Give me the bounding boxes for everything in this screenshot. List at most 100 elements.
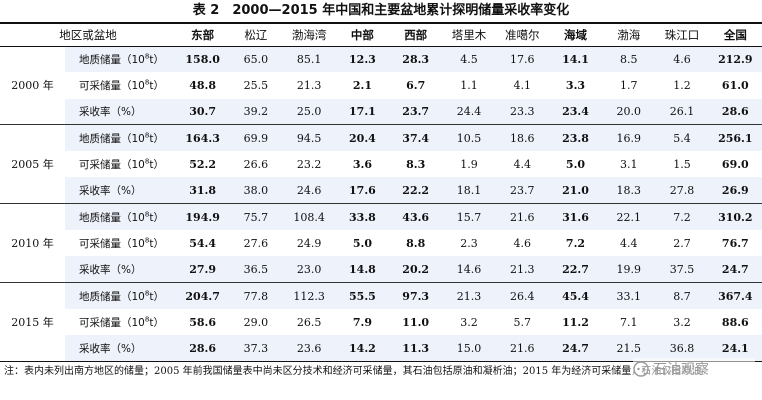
table-cell: 256.1 bbox=[708, 124, 762, 152]
year-label: 2015 年 bbox=[0, 282, 65, 363]
table-cell: 94.5 bbox=[282, 124, 336, 152]
table-cell: 27.6 bbox=[243, 236, 269, 250]
table-cell: 7.2 bbox=[565, 236, 586, 250]
table-cell: 31.8 bbox=[176, 177, 230, 205]
table-cell: 48.8 bbox=[189, 78, 217, 92]
table-cell: 43.6 bbox=[389, 203, 443, 231]
table-cell: 4.6 bbox=[513, 236, 531, 250]
table-cell: 21.3 bbox=[296, 78, 322, 92]
table-cell: 24.4 bbox=[442, 98, 496, 126]
metric-text: 地质储量（10 bbox=[79, 211, 145, 224]
table-cell: 2.1 bbox=[352, 78, 372, 92]
table-row: 2000 年地质储量（108t） 158.0 65.0 85.1 12.3 28.3 4.5… bbox=[0, 46, 762, 126]
table-cell: 23.0 bbox=[282, 256, 336, 284]
table-cell: 1.5 bbox=[673, 157, 691, 171]
header-national: 全国 bbox=[708, 22, 762, 47]
table-cell: 17.6 bbox=[495, 46, 549, 73]
recoverable-reserves-label: 可采储量（108t） bbox=[65, 309, 176, 335]
table-cell: 4.5 bbox=[442, 46, 496, 73]
table-cell: 65.0 bbox=[229, 46, 283, 73]
table-cell: 5.0 bbox=[352, 236, 372, 250]
year-label: 2000 年 bbox=[0, 46, 65, 126]
table-cell: 14.1 bbox=[548, 46, 603, 73]
table-cell: 1.2 bbox=[673, 78, 691, 92]
table-cell: 4.6 bbox=[655, 46, 709, 73]
table-cell: 11.0 bbox=[402, 315, 430, 329]
table-row: 采收率（%） 31.8 38.0 24.6 17.6 22.2 18.1 23.7 21.0 18… bbox=[0, 177, 762, 205]
table-cell: 77.8 bbox=[229, 282, 283, 309]
table-cell: 69.0 bbox=[721, 157, 749, 171]
header-region: 地区或盆地 bbox=[0, 22, 176, 47]
table-cell: 7.2 bbox=[655, 203, 709, 231]
table-cell: 5.4 bbox=[655, 124, 709, 152]
table-row: 可采储量（108t） 48.8 25.5 21.3 2.1 6.7 1.1 4.1 3.3 1.7… bbox=[0, 72, 762, 98]
table-cell: 37.5 bbox=[655, 256, 709, 284]
metric-text: 地质储量（10 bbox=[79, 53, 145, 66]
metric-text: 可采储量（10 bbox=[79, 79, 145, 92]
table-cell: 310.2 bbox=[708, 203, 762, 231]
table-cell: 1.9 bbox=[460, 157, 478, 171]
table-cell: 39.2 bbox=[229, 98, 283, 126]
header-central: 中部 bbox=[335, 22, 390, 47]
table-cell: 26.4 bbox=[495, 282, 549, 309]
table-cell: 38.0 bbox=[229, 177, 283, 205]
table-cell: 22.7 bbox=[548, 256, 603, 284]
table-cell: 3.2 bbox=[673, 315, 691, 329]
table-cell: 14.6 bbox=[442, 256, 496, 284]
header-row: 地区或盆地 东部 松辽 渤海湾 中部 西部 塔里木 准噶尔 海域 渤海 珠江口 … bbox=[0, 22, 762, 47]
table-cell: 97.3 bbox=[389, 282, 443, 309]
table-cell: 18.6 bbox=[495, 124, 549, 152]
table-cell: 14.8 bbox=[335, 256, 390, 284]
header-junggar: 准噶尔 bbox=[495, 22, 549, 47]
wechat-logo-icon bbox=[633, 361, 649, 377]
table-cell: 25.5 bbox=[243, 78, 269, 92]
unit-suffix: t） bbox=[149, 132, 164, 145]
unit-suffix: t） bbox=[149, 316, 164, 329]
table-cell: 2.3 bbox=[460, 236, 478, 250]
header-bohai-bay: 渤海湾 bbox=[282, 22, 336, 47]
table-cell: 2.7 bbox=[673, 236, 691, 250]
table-cell: 158.0 bbox=[176, 46, 230, 73]
watermark-text: 石油观察 bbox=[653, 362, 709, 378]
table-cell: 23.7 bbox=[389, 98, 443, 126]
table-cell: 26.9 bbox=[708, 177, 762, 205]
table-cell: 212.9 bbox=[708, 46, 762, 73]
table-cell: 58.6 bbox=[189, 315, 217, 329]
table-cell: 22.2 bbox=[389, 177, 443, 205]
reserves-recovery-table: 地区或盆地 东部 松辽 渤海湾 中部 西部 塔里木 准噶尔 海域 渤海 珠江口 … bbox=[0, 22, 762, 363]
table-cell: 33.1 bbox=[602, 282, 656, 309]
table-cell: 27.8 bbox=[655, 177, 709, 205]
table-cell: 21.3 bbox=[495, 256, 549, 284]
table-cell: 3.2 bbox=[460, 315, 478, 329]
header-west: 西部 bbox=[389, 22, 443, 47]
unit-suffix: t） bbox=[149, 237, 164, 250]
table-cell: 11.3 bbox=[389, 335, 443, 363]
unit-exponent: 8 bbox=[144, 78, 150, 87]
header-pearl-river-mouth: 珠江口 bbox=[655, 22, 709, 47]
recovery-rate-label: 采收率（%） bbox=[65, 335, 176, 363]
header-offshore: 海域 bbox=[548, 22, 603, 47]
year-label: 2005 年 bbox=[0, 124, 65, 205]
table-cell: 15.7 bbox=[442, 203, 496, 231]
table-row: 可采储量（108t） 54.4 27.6 24.9 5.0 8.8 2.3 4.6 7.2 4.4… bbox=[0, 230, 762, 256]
table-cell: 7.9 bbox=[352, 315, 372, 329]
table-cell: 4.4 bbox=[620, 236, 638, 250]
table-cell: 164.3 bbox=[176, 124, 230, 152]
table-cell: 17.6 bbox=[335, 177, 390, 205]
unit-suffix: t） bbox=[149, 79, 164, 92]
table-row: 可采储量（108t） 58.6 29.0 26.5 7.9 11.0 3.2 5.7 11.2 7… bbox=[0, 309, 762, 335]
table-cell: 45.4 bbox=[548, 282, 603, 309]
table-cell: 37.4 bbox=[389, 124, 443, 152]
table-cell: 8.3 bbox=[406, 157, 426, 171]
table-cell: 24.9 bbox=[296, 236, 322, 250]
metric-text: 可采储量（10 bbox=[79, 158, 145, 171]
table-cell: 11.2 bbox=[562, 315, 589, 329]
recovery-rate-label: 采收率（%） bbox=[65, 177, 176, 205]
table-row: 2015 年地质储量（108t） 204.7 77.8 112.3 55.5 97.3 21… bbox=[0, 282, 762, 363]
table-footnote: 注：表内未列出南方地区的储量；2005 年前我国储量表中尚未区分技术和经济可采储… bbox=[4, 366, 712, 377]
table-cell: 24.1 bbox=[708, 335, 762, 363]
metric-text: 可采储量（10 bbox=[79, 237, 145, 250]
table-row: 采收率（%） 30.7 39.2 25.0 17.1 23.7 24.4 23.3 23.4 20… bbox=[0, 98, 762, 126]
table-cell: 16.9 bbox=[602, 124, 656, 152]
unit-exponent: 8 bbox=[144, 236, 150, 245]
